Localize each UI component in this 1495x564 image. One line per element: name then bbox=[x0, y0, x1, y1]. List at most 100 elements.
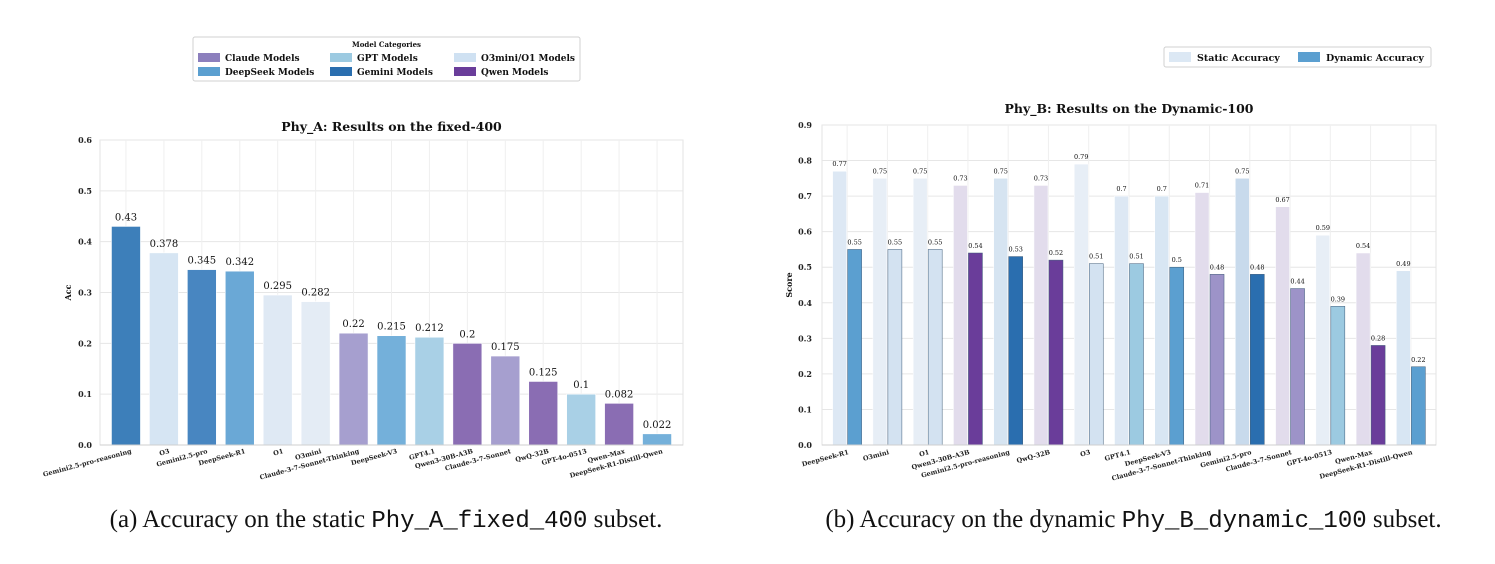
chart-b-static-bar bbox=[1033, 185, 1049, 446]
chart-b-dynamic-bar bbox=[1250, 274, 1265, 446]
chart-a-value-label: 0.215 bbox=[377, 322, 406, 333]
chart-b-dynamic-value-label: 0.5 bbox=[1172, 256, 1182, 264]
chart-a-y-tick-label: 0.6 bbox=[78, 135, 92, 145]
chart-a-bar bbox=[300, 301, 331, 446]
chart-a-bar bbox=[604, 403, 634, 446]
chart-b-static-bar bbox=[1355, 252, 1371, 446]
chart-b-static-bar bbox=[872, 178, 888, 446]
chart-b-dynamic-bar bbox=[1129, 263, 1144, 446]
chart-b-static-bar bbox=[1396, 270, 1411, 446]
chart-b-dynamic-bar bbox=[847, 249, 862, 446]
chart-b-dynamic-bar bbox=[1088, 263, 1104, 446]
chart-a-legend-label: O3mini/O1 Models bbox=[481, 54, 575, 64]
chart-b-y-tick-label: 0.0 bbox=[798, 440, 812, 450]
chart-b-y-tick-label: 0.8 bbox=[798, 156, 812, 166]
chart-b-y-tick-label: 0.9 bbox=[798, 120, 812, 130]
chart-b-legend-label: Dynamic Accuracy bbox=[1326, 53, 1424, 64]
chart-a-bar bbox=[224, 270, 255, 446]
chart-b-dynamic-value-label: 0.48 bbox=[1250, 263, 1264, 271]
chart-b-static-bar bbox=[1315, 234, 1331, 446]
chart-b-static-bar bbox=[912, 178, 928, 446]
chart-a-value-label: 0.175 bbox=[491, 342, 520, 353]
chart-b-dynamic-bar bbox=[1330, 306, 1346, 446]
chart-a-legend-swatch bbox=[454, 53, 476, 62]
chart-b-dynamic-value-label: 0.54 bbox=[968, 242, 982, 250]
chart-b-dynamic-bar bbox=[887, 249, 903, 446]
chart-a-y-tick-label: 0.0 bbox=[78, 440, 92, 450]
chart-b-static-value-label: 0.71 bbox=[1195, 182, 1209, 190]
chart-a-title: Phy_A: Results on the fixed-400 bbox=[281, 119, 502, 135]
chart-a-bar bbox=[566, 393, 596, 446]
chart-a-y-tick-label: 0.4 bbox=[78, 237, 92, 247]
chart-b-dynamic-bar bbox=[927, 249, 943, 446]
caption-a: (a) Accuracy on the static Phy_A_fixed_4… bbox=[0, 506, 772, 535]
chart-a-value-label: 0.43 bbox=[115, 212, 137, 223]
chart-a-legend-label: DeepSeek Models bbox=[225, 68, 314, 78]
chart-a-y-tick-label: 0.5 bbox=[78, 186, 92, 196]
chart-b-static-value-label: 0.54 bbox=[1356, 242, 1370, 250]
chart-b-static-value-label: 0.7 bbox=[1116, 185, 1126, 193]
chart-a-legend-swatch bbox=[330, 67, 352, 76]
chart-b-dynamic-value-label: 0.48 bbox=[1210, 263, 1224, 271]
chart-b-dynamic-value-label: 0.55 bbox=[888, 238, 902, 246]
caption-a-code: Phy_A_fixed_400 bbox=[371, 508, 588, 535]
chart-b-y-tick-label: 0.4 bbox=[798, 298, 812, 308]
chart-b-static-bar bbox=[1114, 195, 1129, 446]
chart-b-dynamic-bar bbox=[1008, 256, 1023, 446]
chart-b-static-bar bbox=[1073, 163, 1089, 446]
chart-b-legend-label: Static Accuracy bbox=[1197, 53, 1280, 64]
chart-b-dynamic-value-label: 0.51 bbox=[1089, 253, 1103, 261]
chart-a-x-tick-label: O3 bbox=[159, 447, 171, 457]
chart-a-value-label: 0.125 bbox=[529, 367, 558, 378]
chart-b-static-value-label: 0.75 bbox=[1235, 167, 1249, 175]
chart-a-bar bbox=[642, 433, 672, 446]
chart-b-x-tick-label: GPT-4o-0513 bbox=[1286, 448, 1333, 468]
chart-b-dynamic-bar bbox=[1169, 266, 1185, 446]
chart-b-static-value-label: 0.59 bbox=[1316, 224, 1330, 232]
chart-b-dynamic-value-label: 0.51 bbox=[1129, 253, 1143, 261]
chart-a-legend-swatch bbox=[198, 67, 220, 76]
chart-a-legend-label: Qwen Models bbox=[481, 68, 548, 78]
chart-a-bar bbox=[187, 269, 217, 446]
chart-b-dynamic-value-label: 0.55 bbox=[847, 238, 861, 246]
chart-b-static-bar bbox=[1275, 206, 1290, 446]
caption-a-suffix: subset. bbox=[587, 506, 663, 533]
caption-b-code: Phy_B_dynamic_100 bbox=[1121, 508, 1367, 535]
caption-b-prefix: (b) Accuracy on the dynamic bbox=[825, 506, 1122, 533]
chart-b-static-value-label: 0.79 bbox=[1074, 153, 1088, 161]
chart-b-x-tick-label: QwQ-32B bbox=[1016, 448, 1052, 465]
chart-a-legend-swatch bbox=[454, 67, 476, 76]
chart-a-legend-title: Model Categories bbox=[352, 40, 421, 49]
chart-b-y-axis-label: Score bbox=[784, 272, 794, 297]
chart-a-legend-label: GPT Models bbox=[357, 54, 418, 64]
chart-a-bar bbox=[452, 343, 483, 446]
chart-a-legend-label: Gemini Models bbox=[357, 68, 433, 78]
chart-b-legend-swatch bbox=[1298, 52, 1320, 62]
chart-a-bar bbox=[414, 336, 445, 446]
chart-b-dynamic-bar bbox=[1209, 274, 1225, 446]
chart-b-dynamic-value-label: 0.53 bbox=[1008, 246, 1022, 254]
chart-b-dynamic-bar bbox=[1290, 288, 1305, 446]
chart-a-bar bbox=[149, 252, 179, 446]
chart-b-x-tick-label: DeepSeek-R1 bbox=[801, 448, 850, 468]
chart-b-static-value-label: 0.75 bbox=[913, 167, 927, 175]
chart-b-dynamic-value-label: 0.55 bbox=[928, 238, 942, 246]
chart-b-dynamic-bar bbox=[968, 252, 983, 446]
chart-a-value-label: 0.1 bbox=[573, 380, 589, 391]
chart-a-value-label: 0.345 bbox=[188, 256, 217, 267]
chart-a-legend-swatch bbox=[330, 53, 352, 62]
chart-a-x-tick-label: Gemini2.5-pro-reasoning bbox=[42, 447, 133, 479]
chart-b-dynamic-bar bbox=[1370, 345, 1386, 446]
chart-a-legend-box bbox=[192, 36, 581, 82]
chart-a-y-axis-label: Acc bbox=[63, 284, 73, 301]
chart-b-static-value-label: 0.67 bbox=[1275, 196, 1289, 204]
chart-b-static-bar bbox=[832, 170, 847, 446]
chart-b-static-value-label: 0.75 bbox=[873, 167, 887, 175]
chart-b-static-value-label: 0.49 bbox=[1396, 260, 1410, 268]
chart-a-bar bbox=[376, 335, 407, 446]
chart-b-dynamic-value-label: 0.39 bbox=[1331, 295, 1345, 303]
chart-b-static-value-label: 0.73 bbox=[1034, 174, 1048, 182]
chart-b-static-value-label: 0.75 bbox=[993, 167, 1007, 175]
caption-a-prefix: (a) Accuracy on the static bbox=[109, 506, 372, 533]
chart-b-y-tick-label: 0.2 bbox=[798, 369, 812, 379]
